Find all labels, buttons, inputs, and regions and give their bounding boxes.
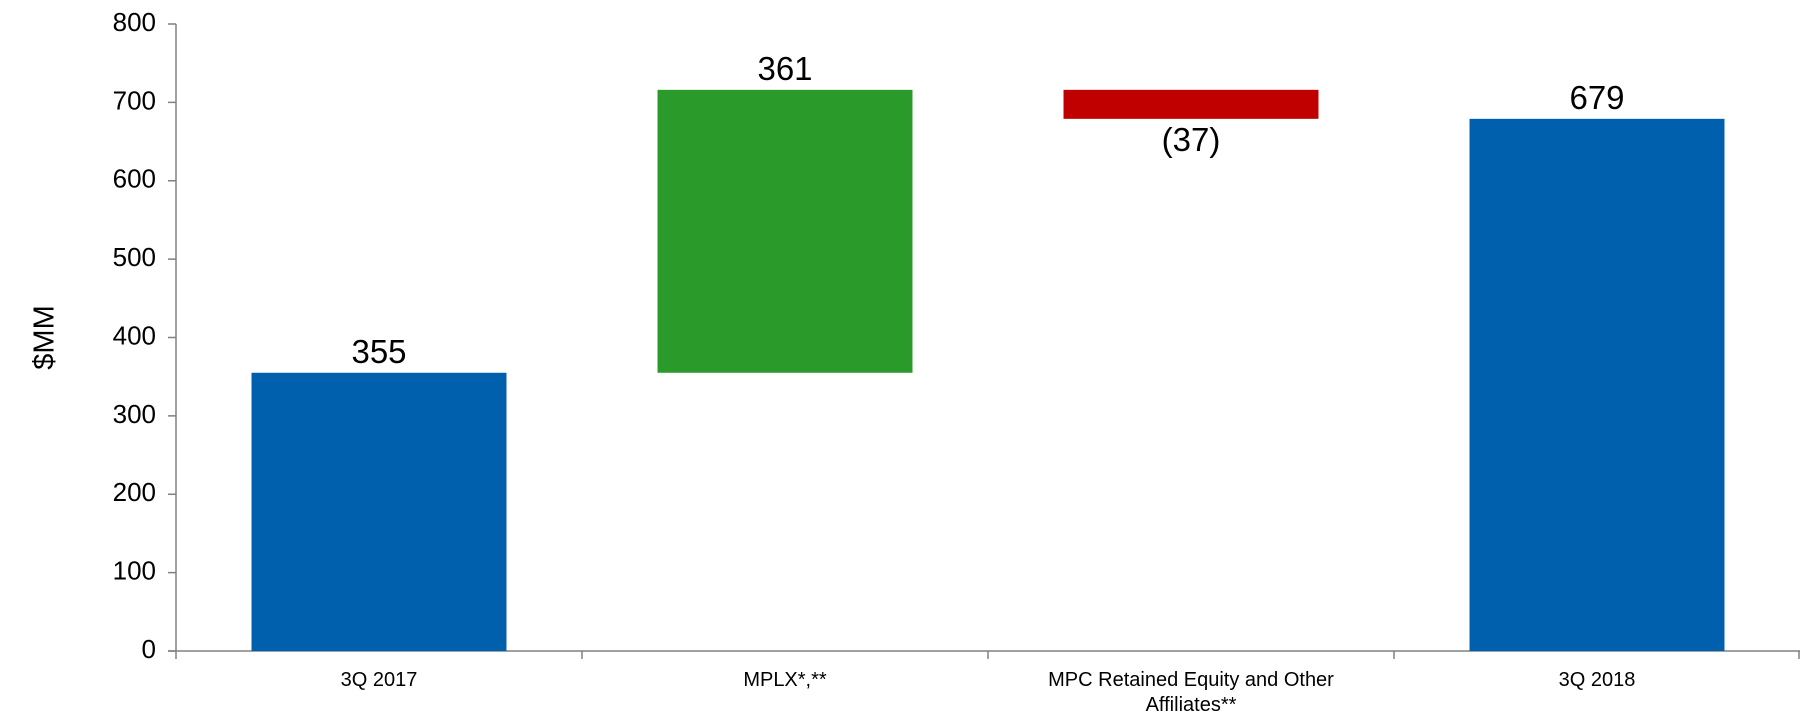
y-tick-label: 700 <box>113 85 156 115</box>
x-axis <box>168 650 1800 659</box>
bar-value-label: 361 <box>757 50 812 87</box>
y-axis-title-group: $MM <box>29 305 61 369</box>
y-tick-label: 400 <box>113 320 156 350</box>
y-tick-label: 0 <box>142 634 156 664</box>
y-tick-label: 500 <box>113 242 156 272</box>
y-axis-title: $MM <box>29 305 61 369</box>
x-tick-label-line: MPLX*,** <box>743 669 827 691</box>
x-tick-label: MPLX*,** <box>743 669 827 691</box>
x-tick-label-line: MPC Retained Equity and Other <box>1048 669 1334 691</box>
bar-total <box>1469 118 1725 652</box>
y-axis: 0 100 200 300 400 500 600 700 800 <box>113 7 177 664</box>
bar-value-label: (37) <box>1162 121 1221 158</box>
x-tick-label: MPC Retained Equity and Other Affiliates*… <box>1048 669 1334 715</box>
data-labels: 355 361 (37) 679 <box>351 50 1624 370</box>
x-tick-label: 3Q 2017 <box>341 669 418 691</box>
x-tick-label-line: 3Q 2017 <box>341 669 418 691</box>
x-tick-label-line: Affiliates** <box>1146 694 1237 715</box>
bars <box>251 89 1725 652</box>
y-tick-label: 600 <box>113 164 156 194</box>
x-tick-label: 3Q 2018 <box>1559 669 1636 691</box>
y-tick-label: 100 <box>113 556 156 586</box>
bar-value-label: 355 <box>351 333 406 370</box>
bar-decrease <box>1063 89 1319 119</box>
x-tick-label-line: 3Q 2018 <box>1559 669 1636 691</box>
y-tick-label: 200 <box>113 477 156 507</box>
y-tick-label: 300 <box>113 399 156 429</box>
bar-increase <box>657 89 913 373</box>
bar-value-label: 679 <box>1569 79 1624 116</box>
x-tick-labels: 3Q 2017 MPLX*,** MPC Retained Equity and O… <box>341 669 1636 716</box>
y-tick-label: 800 <box>113 7 156 37</box>
bar-total <box>251 372 507 651</box>
